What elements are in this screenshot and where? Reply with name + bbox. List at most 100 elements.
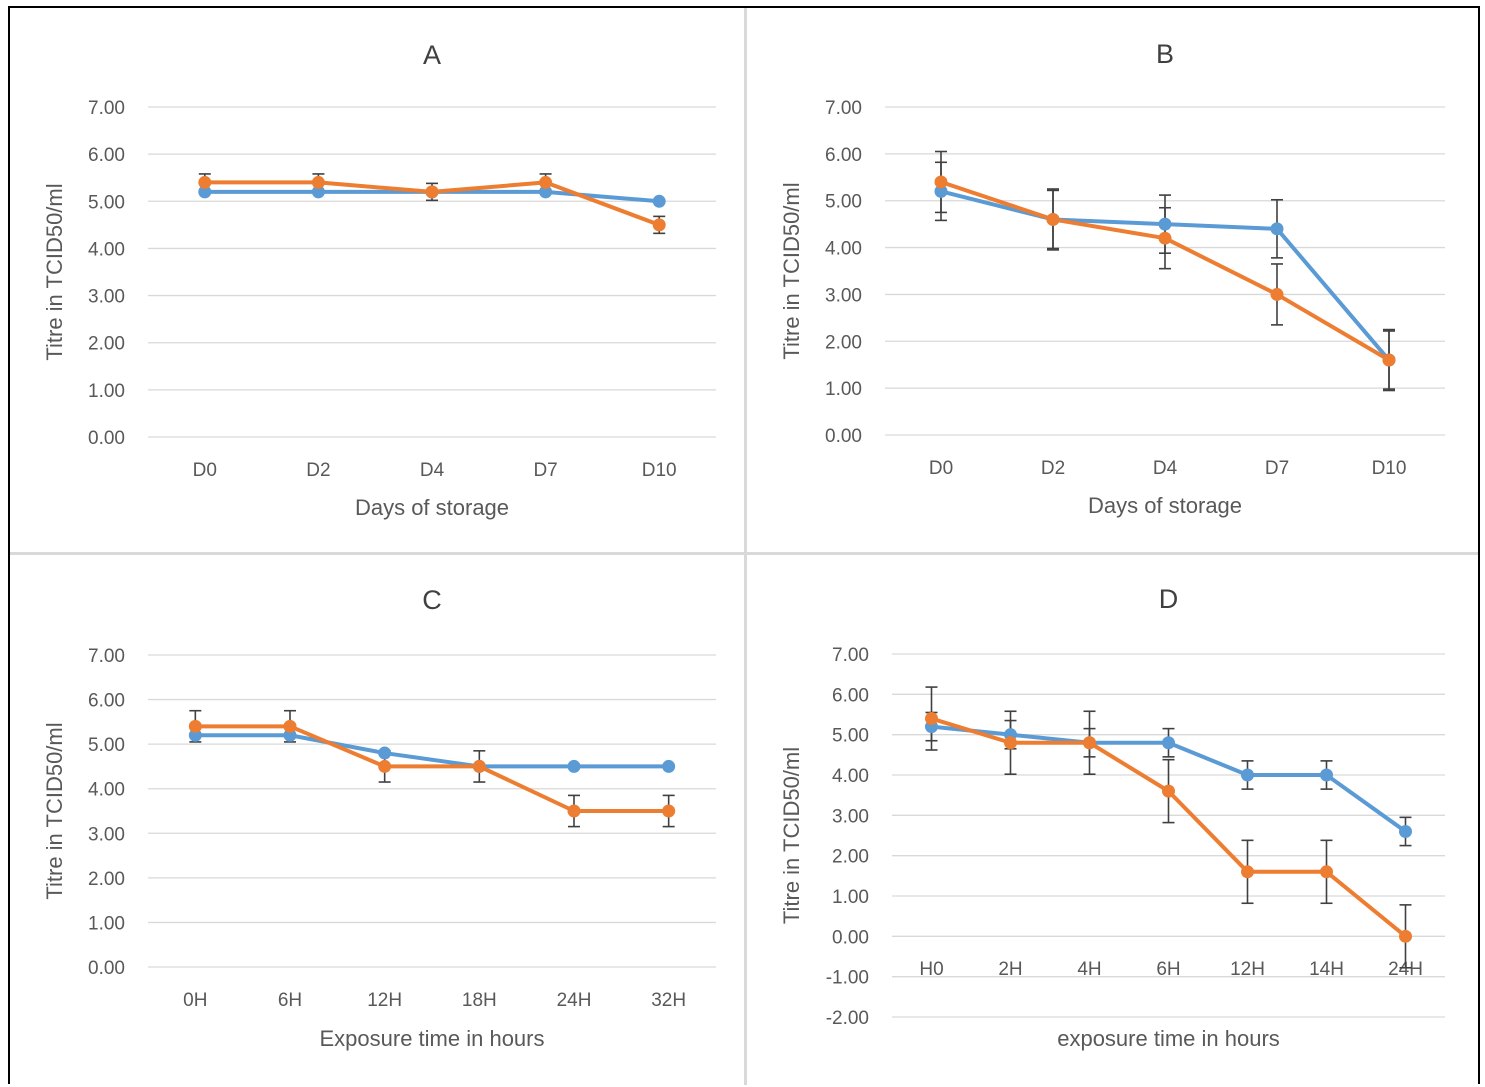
x-tick-label: D4 xyxy=(420,460,445,481)
data-point-series-2 xyxy=(1241,865,1254,879)
x-tick-label: D7 xyxy=(1265,458,1289,479)
panel-divider-vertical xyxy=(744,8,747,1085)
x-tick-label: D10 xyxy=(642,460,677,481)
y-axis-label: Titre in TCID50/ml xyxy=(779,182,804,359)
series-line-1 xyxy=(195,733,669,769)
data-point-series-1 xyxy=(188,728,202,742)
y-tick-label: 5.00 xyxy=(825,192,862,213)
x-tick-label: 4H xyxy=(1077,959,1101,980)
data-point-series-2 xyxy=(925,712,938,726)
y-tick-label: 1.00 xyxy=(88,381,125,402)
data-point-series-2 xyxy=(311,175,325,189)
x-tick-label: 24H xyxy=(1388,959,1423,980)
data-point-series-2 xyxy=(1162,784,1175,798)
x-tick-label: 14H xyxy=(1309,959,1344,980)
x-tick-label: 24H xyxy=(557,990,592,1011)
data-point-series-2 xyxy=(1158,231,1172,245)
data-point-series-1 xyxy=(1320,768,1333,782)
y-tick-label: 3.00 xyxy=(825,285,862,306)
data-point-series-2 xyxy=(1270,287,1284,301)
chart-svg: A 0.00 1.00 2.00 3.00 4.00 5.00 6.00 7.00 D0 D2 D4 D… xyxy=(42,40,716,520)
chart-panel-c: C 0.00 1.00 2.00 3.00 4.00 5.00 6.00 7.00 0H 6H 12H… xyxy=(10,555,744,1084)
x-tick-label: D2 xyxy=(1041,458,1065,479)
y-tick-label: 2.00 xyxy=(825,332,862,353)
y-tick-label: 1.00 xyxy=(825,379,862,400)
y-tick-label: 4.00 xyxy=(88,239,125,260)
data-point-series-2 xyxy=(934,175,948,189)
y-tick-label: -2.00 xyxy=(826,1008,869,1029)
y-tick-label: 7.00 xyxy=(88,98,125,119)
data-point-series-1 xyxy=(198,185,212,199)
chart-panel-b: B 0.00 1.00 2.00 3.00 4.00 5.00 6.00 7.00 D0 D2 D4 D… xyxy=(747,8,1478,552)
x-axis-label: Days of storage xyxy=(1088,493,1242,518)
x-axis-label: Exposure time in hours xyxy=(320,1026,545,1051)
y-tick-label: 7.00 xyxy=(832,645,869,666)
data-point-series-2 xyxy=(1320,865,1333,879)
y-tick-label: 5.00 xyxy=(88,192,125,213)
data-point-series-2 xyxy=(652,218,666,232)
y-axis-label: Titre in TCID50/ml xyxy=(42,183,67,360)
y-tick-label: 6.00 xyxy=(825,145,862,166)
x-tick-label: D4 xyxy=(1153,458,1178,479)
data-point-series-2 xyxy=(378,759,392,773)
data-point-series-1 xyxy=(567,759,581,773)
data-point-series-1 xyxy=(311,185,325,199)
x-tick-label: D10 xyxy=(1372,458,1407,479)
y-tick-label: 3.00 xyxy=(88,287,125,308)
y-tick-label: 2.00 xyxy=(88,334,125,355)
y-tick-label: 1.00 xyxy=(832,887,869,908)
data-point-series-2 xyxy=(283,719,297,733)
data-point-series-2 xyxy=(662,804,676,818)
chart-panel-a: A 0.00 1.00 2.00 3.00 4.00 5.00 6.00 7.00 D0 D2 D4 D… xyxy=(10,8,744,552)
data-point-series-2 xyxy=(198,175,212,189)
y-tick-label: 4.00 xyxy=(832,766,869,787)
x-tick-label: 12H xyxy=(367,990,402,1011)
y-tick-label: 0.00 xyxy=(832,927,869,948)
y-tick-label: -1.00 xyxy=(826,968,869,989)
y-tick-label: 0.00 xyxy=(88,428,125,449)
data-point-series-1 xyxy=(1399,824,1412,838)
y-tick-label: 2.00 xyxy=(832,847,869,868)
y-tick-label: 6.00 xyxy=(832,685,869,706)
x-tick-label: D2 xyxy=(306,460,330,481)
x-tick-label: 12H xyxy=(1230,959,1265,980)
chart-title: B xyxy=(1156,39,1174,69)
chart-svg: C 0.00 1.00 2.00 3.00 4.00 5.00 6.00 7.00 0H 6H 12H… xyxy=(42,585,716,1051)
x-tick-label: 6H xyxy=(1156,959,1180,980)
y-tick-label: 6.00 xyxy=(88,691,125,712)
x-tick-label: 6H xyxy=(278,990,302,1011)
y-tick-label: 1.00 xyxy=(88,913,125,934)
y-tick-label: 4.00 xyxy=(88,780,125,801)
data-point-series-1 xyxy=(1241,768,1254,782)
data-point-series-1 xyxy=(652,194,666,208)
x-axis-label: Days of storage xyxy=(355,495,509,520)
chart-title: A xyxy=(423,40,441,70)
chart-svg: D -2.00 -1.00 0.00 1.00 2.00 3.00 4.00 5.00 6.00 7… xyxy=(779,584,1445,1051)
y-tick-label: 6.00 xyxy=(88,145,125,166)
x-tick-label: D0 xyxy=(929,458,953,479)
x-tick-label: 18H xyxy=(462,990,497,1011)
x-tick-label: 0H xyxy=(183,990,207,1011)
x-tick-label: D0 xyxy=(193,460,217,481)
data-point-series-1 xyxy=(1270,222,1284,236)
data-point-series-1 xyxy=(539,185,553,199)
data-point-series-1 xyxy=(662,759,676,773)
data-point-series-1 xyxy=(378,746,392,760)
chart-panel-d: D -2.00 -1.00 0.00 1.00 2.00 3.00 4.00 5.00 6.00 7… xyxy=(747,555,1478,1084)
data-point-series-2 xyxy=(1399,929,1412,943)
y-tick-label: 5.00 xyxy=(88,735,125,756)
y-axis-label: Titre in TCID50/ml xyxy=(779,747,804,924)
data-point-series-1 xyxy=(1158,217,1172,231)
chart-svg: B 0.00 1.00 2.00 3.00 4.00 5.00 6.00 7.00 D0 D2 D4 D… xyxy=(779,39,1445,518)
data-point-series-2 xyxy=(567,804,581,818)
y-tick-label: 0.00 xyxy=(88,958,125,979)
data-point-series-2 xyxy=(188,719,202,733)
chart-title: C xyxy=(422,585,442,615)
y-tick-label: 2.00 xyxy=(88,869,125,890)
x-axis-label: exposure time in hours xyxy=(1057,1026,1280,1051)
x-tick-label: 2H xyxy=(998,959,1022,980)
series-line-2 xyxy=(195,724,669,813)
data-point-series-1 xyxy=(934,184,948,198)
chart-title: D xyxy=(1159,584,1179,614)
x-tick-label: 32H xyxy=(651,990,686,1011)
